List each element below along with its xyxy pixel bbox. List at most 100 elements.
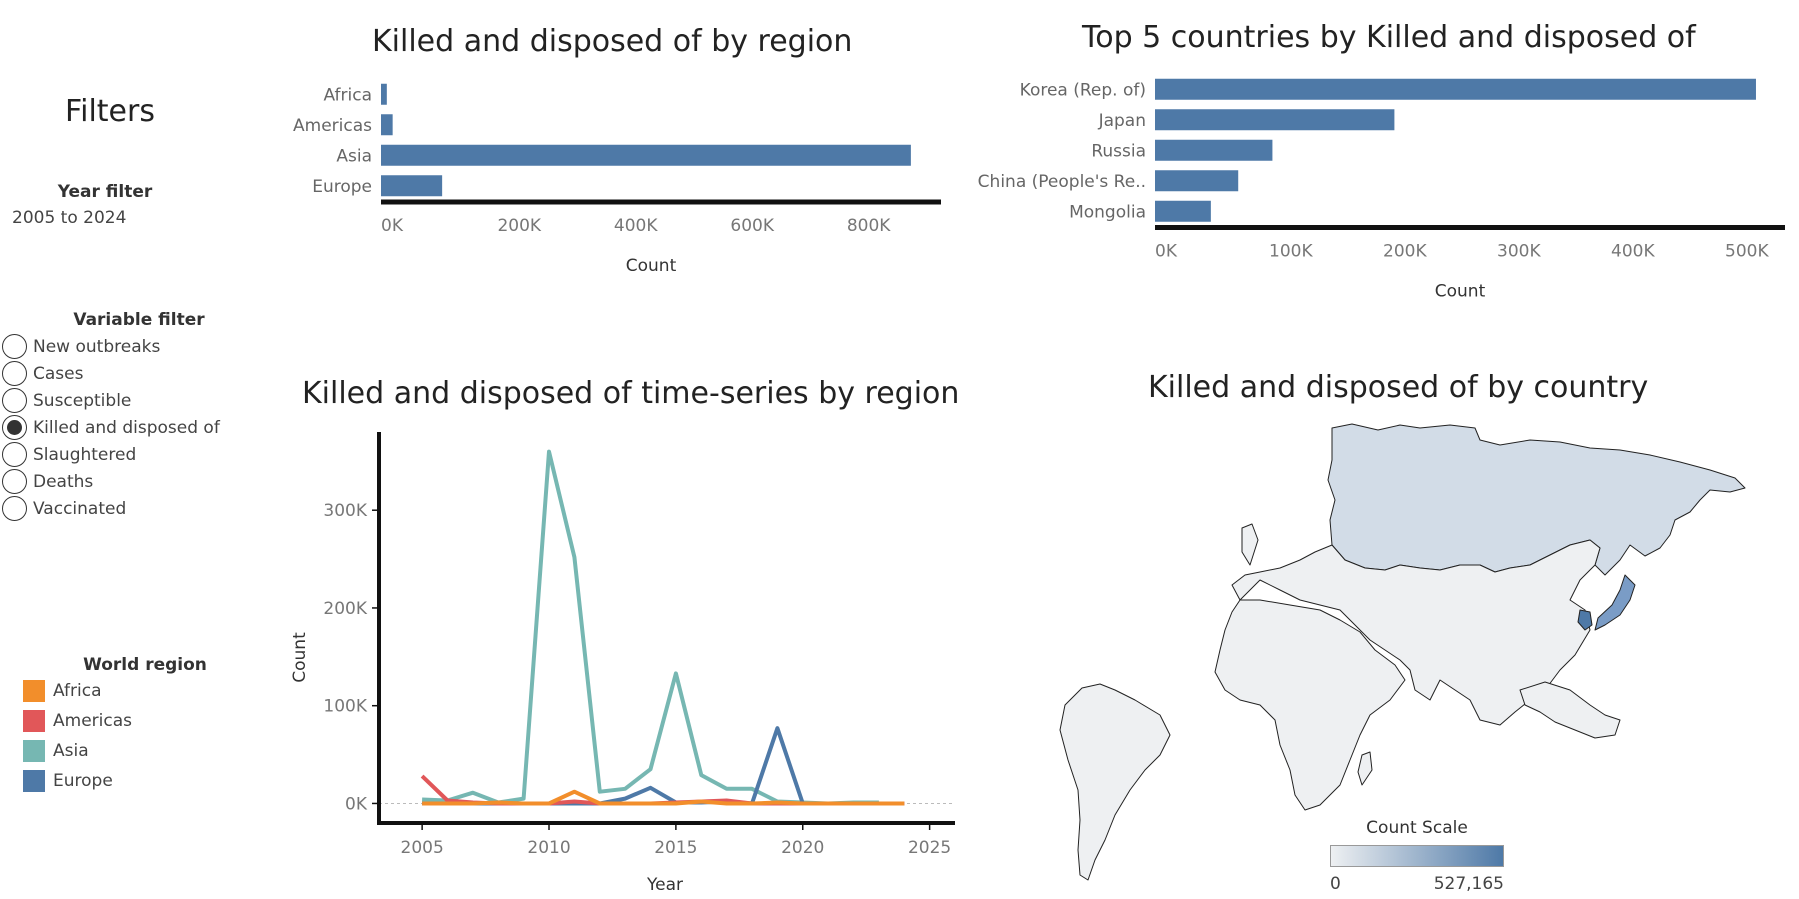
region-bar-chart-title: Killed and disposed of by region: [372, 24, 853, 59]
map-scale-title: Count Scale: [1366, 818, 1468, 838]
x-tick-label: 0K: [381, 216, 404, 236]
category-label: Asia: [336, 146, 372, 166]
variable-option-label: Killed and disposed of: [33, 417, 220, 438]
bar[interactable]: [1155, 139, 1273, 161]
map-color-scale: [1330, 845, 1504, 867]
map-region-africa[interactable]: [1214, 599, 1406, 811]
y-tick-label: 300K: [323, 501, 367, 521]
bar[interactable]: [1155, 109, 1395, 131]
category-label: Korea (Rep. of): [1020, 80, 1146, 100]
variable-option-new-outbreaks[interactable]: New outbreaks: [2, 333, 160, 360]
bar[interactable]: [381, 114, 393, 136]
legend-item-americas[interactable]: Americas: [23, 709, 132, 733]
legend-label: Europe: [53, 771, 113, 791]
map-title: Killed and disposed of by country: [1148, 370, 1649, 405]
legend-item-asia[interactable]: Asia: [23, 739, 89, 763]
radio-icon[interactable]: [2, 388, 27, 413]
legend-label: Asia: [53, 741, 89, 761]
legend-swatch: [23, 770, 45, 792]
map-scale-max: 527,165: [1433, 874, 1504, 894]
variable-option-label: Slaughtered: [33, 444, 137, 465]
x-tick-label: 2015: [654, 838, 697, 858]
x-tick-label: 400K: [1611, 242, 1655, 262]
variable-filter-label: Variable filter: [73, 310, 205, 330]
category-label: China (People's Re..: [978, 172, 1146, 192]
map-region-south-america[interactable]: [1059, 683, 1171, 881]
radio-icon[interactable]: [2, 442, 27, 467]
category-label: Japan: [1098, 111, 1146, 131]
category-label: Europe: [312, 177, 372, 197]
variable-option-label: New outbreaks: [33, 336, 161, 357]
y-axis-title: Count: [290, 632, 310, 683]
map-country-russia[interactable]: [1327, 423, 1746, 576]
variable-option-label: Susceptible: [33, 390, 132, 411]
x-tick-label: 200K: [1383, 242, 1427, 262]
legend-label: Africa: [53, 681, 102, 701]
map-region-se-asia[interactable]: [1519, 681, 1621, 739]
legend-swatch: [23, 740, 45, 762]
x-tick-label: 100K: [1269, 242, 1313, 262]
year-filter-label: Year filter: [57, 182, 153, 202]
y-tick-label: 0K: [345, 794, 368, 814]
legend-label: Americas: [53, 711, 132, 731]
legend-item-europe[interactable]: Europe: [23, 769, 113, 793]
map-scale-min: 0: [1330, 874, 1341, 894]
variable-option-vaccinated[interactable]: Vaccinated: [2, 495, 126, 522]
category-label: Americas: [293, 116, 372, 136]
y-tick-label: 100K: [323, 697, 367, 717]
legend-swatch: [23, 680, 45, 702]
x-tick-label: 2010: [527, 838, 570, 858]
variable-option-deaths[interactable]: Deaths: [2, 468, 93, 495]
x-axis-title: Count: [626, 256, 677, 276]
radio-icon[interactable]: [2, 496, 27, 521]
x-tick-label: 200K: [497, 216, 541, 236]
timeseries-chart-title: Killed and disposed of time-series by re…: [302, 376, 960, 411]
bar[interactable]: [1155, 170, 1239, 192]
x-axis-title: Count: [1435, 282, 1486, 302]
map-region-europe-asia[interactable]: [1231, 539, 1601, 726]
series-line-africa[interactable]: [422, 789, 905, 806]
variable-option-cases[interactable]: Cases: [2, 360, 83, 387]
x-tick-label: 600K: [730, 216, 774, 236]
x-tick-label: 2020: [781, 838, 824, 858]
bar[interactable]: [1155, 200, 1211, 222]
radio-icon[interactable]: [2, 334, 27, 359]
top5-bar-chart-title: Top 5 countries by Killed and disposed o…: [1082, 20, 1696, 55]
y-tick-label: 200K: [323, 599, 367, 619]
variable-option-susceptible[interactable]: Susceptible: [2, 387, 131, 414]
x-tick-label: 300K: [1497, 242, 1541, 262]
x-tick-label: 0K: [1155, 242, 1178, 262]
legend-swatch: [23, 710, 45, 732]
category-label: Africa: [324, 85, 373, 105]
x-tick-label: 2025: [908, 838, 951, 858]
x-axis-title: Year: [646, 875, 683, 895]
map-country-korea[interactable]: [1577, 609, 1593, 631]
year-filter-value[interactable]: 2005 to 2024: [12, 208, 127, 228]
variable-option-label: Deaths: [33, 471, 94, 492]
variable-option-label: Cases: [33, 363, 84, 384]
variable-option-killed-and-disposed-of[interactable]: Killed and disposed of: [2, 414, 220, 441]
x-tick-label: 2005: [401, 838, 444, 858]
radio-selected-icon[interactable]: [2, 415, 27, 440]
map-island: [1241, 523, 1259, 566]
radio-icon[interactable]: [2, 361, 27, 386]
legend-title: World region: [83, 655, 207, 675]
legend-item-africa[interactable]: Africa: [23, 679, 102, 703]
category-label: Mongolia: [1069, 202, 1146, 222]
bar[interactable]: [381, 83, 387, 105]
filters-title: Filters: [65, 94, 155, 129]
bar[interactable]: [1155, 78, 1756, 100]
variable-option-slaughtered[interactable]: Slaughtered: [2, 441, 136, 468]
bar[interactable]: [381, 144, 911, 166]
x-tick-label: 500K: [1725, 242, 1769, 262]
variable-option-label: Vaccinated: [33, 498, 127, 519]
x-tick-label: 400K: [614, 216, 658, 236]
category-label: Russia: [1091, 141, 1146, 161]
map-country-madagascar[interactable]: [1357, 751, 1373, 786]
x-tick-label: 800K: [847, 216, 891, 236]
map-country-japan[interactable]: [1594, 574, 1636, 631]
radio-icon[interactable]: [2, 469, 27, 494]
bar[interactable]: [381, 175, 443, 197]
